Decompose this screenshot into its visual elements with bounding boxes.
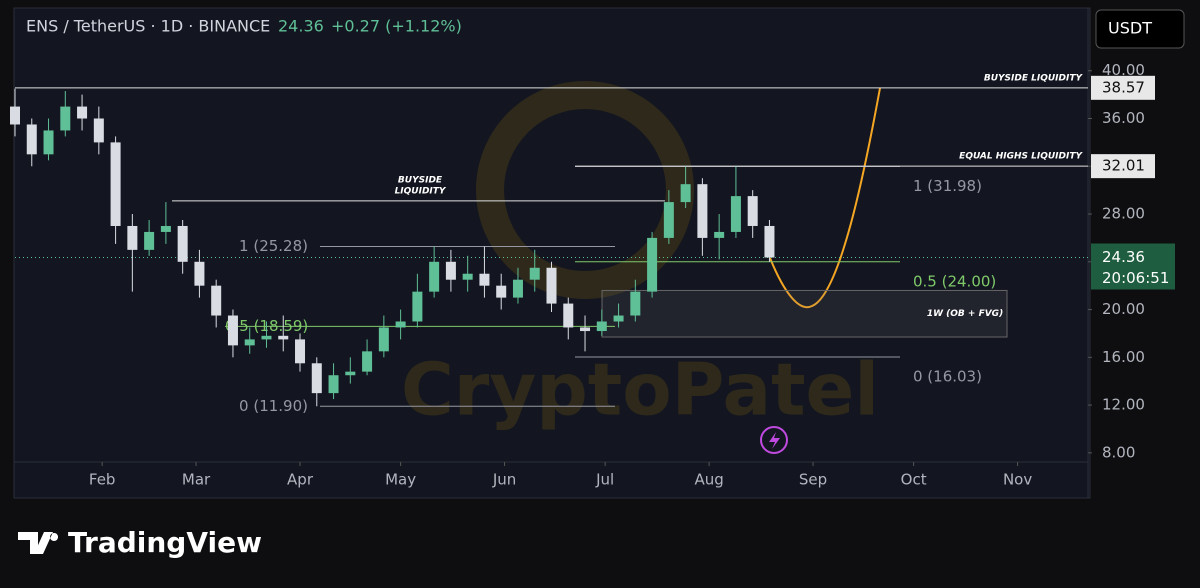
- watermark-logo: [476, 81, 694, 299]
- candle-body: [93, 118, 104, 143]
- candle-body: [596, 321, 607, 332]
- event-icon[interactable]: [760, 426, 788, 454]
- x-tick-label: Jun: [492, 471, 516, 489]
- x-tick-label: Nov: [1003, 471, 1032, 489]
- candle-body: [697, 184, 708, 238]
- watermark: CryptoPatel: [401, 348, 879, 432]
- candle-body: [529, 267, 540, 280]
- currency-button[interactable]: [1095, 9, 1185, 49]
- candle-body: [43, 130, 54, 155]
- fib-label: 0 (11.90): [239, 397, 308, 415]
- x-tick-label: Sep: [799, 471, 827, 489]
- candle-body: [60, 106, 71, 131]
- countdown: 20:06:51: [1102, 269, 1169, 287]
- fib-label: 1 (31.98): [913, 177, 982, 195]
- candle-body: [177, 225, 188, 262]
- candle-body: [613, 315, 624, 322]
- candle-body: [278, 335, 289, 340]
- candle-body: [328, 375, 339, 394]
- candle-body: [362, 351, 373, 372]
- x-tick-label: Aug: [694, 471, 723, 489]
- zone-label: 1W (OB + FVG): [927, 309, 1003, 319]
- tradingview-logo: TradingView: [18, 526, 262, 559]
- candle-body: [345, 371, 356, 376]
- candle-body: [77, 106, 88, 119]
- fib-label: 0.5 (24.00): [913, 272, 996, 290]
- x-tick-label: Oct: [901, 471, 927, 489]
- logo-mark: [18, 532, 59, 554]
- candle-body: [378, 327, 389, 352]
- logo-text: TradingView: [68, 526, 262, 559]
- annotation-text: BUYSIDE LIQUIDITY: [984, 73, 1084, 83]
- candle-body: [714, 231, 725, 238]
- candle-body: [647, 237, 658, 292]
- change: +0.27 (+1.12%): [331, 17, 462, 36]
- candle-body: [563, 303, 574, 328]
- candle-body: [663, 202, 674, 238]
- candle-body: [764, 225, 775, 258]
- fib-label: 1 (25.28): [239, 237, 308, 255]
- symbol-title: ENS / TetherUS · 1D · BINANCE: [26, 17, 270, 36]
- candle-body: [395, 321, 406, 328]
- fib-label: 0 (16.03): [913, 367, 982, 385]
- candle-body: [144, 231, 155, 250]
- zone-box: [601, 289, 1008, 338]
- event-icon: [769, 432, 780, 449]
- price-tag: [1091, 154, 1155, 179]
- y-tick-label: 8.00: [1102, 443, 1135, 461]
- candle-body: [110, 142, 121, 226]
- annotation-text: BUYSIDE: [398, 175, 443, 185]
- candle-body: [680, 184, 691, 203]
- candle-body: [26, 124, 37, 155]
- x-tick-label: May: [385, 471, 416, 489]
- annotation-text: LIQUIDITY: [395, 186, 447, 196]
- y-tick-label: 20.00: [1102, 300, 1145, 318]
- price-tag-label: 38.57: [1102, 78, 1145, 96]
- candle-body: [496, 285, 507, 298]
- price: 24.36: [278, 17, 324, 36]
- candle-body: [10, 106, 20, 125]
- candle-body: [261, 335, 272, 340]
- candle-body: [445, 261, 456, 280]
- candle-body: [730, 196, 741, 232]
- price-tag-label: 32.01: [1102, 157, 1145, 175]
- x-tick-label: Apr: [287, 471, 314, 489]
- candle-body: [580, 327, 591, 332]
- candle-body: [429, 261, 440, 292]
- last-price-tag: [1091, 243, 1175, 290]
- candle-body: [211, 285, 222, 316]
- candle-body: [160, 225, 171, 232]
- candle-body: [630, 291, 641, 316]
- candle-body: [244, 339, 255, 346]
- x-tick-label: Mar: [182, 471, 211, 489]
- candle-body: [127, 225, 138, 250]
- candle-body: [227, 315, 238, 346]
- price-tag: [1091, 75, 1155, 100]
- x-tick-label: Feb: [89, 471, 116, 489]
- candle-body: [546, 267, 557, 304]
- candle-body: [412, 291, 423, 322]
- candle-body: [512, 279, 523, 298]
- candle-body: [462, 273, 473, 280]
- candle-body: [479, 273, 490, 286]
- y-tick-label: 12.00: [1102, 396, 1145, 414]
- y-tick-label: 40.00: [1102, 61, 1145, 79]
- candle-body: [311, 363, 322, 394]
- y-tick-label: 28.00: [1102, 205, 1145, 223]
- y-tick-label: 16.00: [1102, 348, 1145, 366]
- last-price-label: 24.36: [1102, 248, 1145, 266]
- candle-body: [295, 339, 306, 364]
- y-tick-label: 36.00: [1102, 109, 1145, 127]
- x-tick-label: Jul: [595, 471, 614, 489]
- candle-body: [747, 196, 758, 226]
- annotation-text: EQUAL HIGHS LIQUIDITY: [959, 152, 1083, 162]
- currency-label[interactable]: USDT: [1108, 19, 1152, 38]
- candle-body: [194, 261, 205, 286]
- projection-curve: [769, 87, 881, 309]
